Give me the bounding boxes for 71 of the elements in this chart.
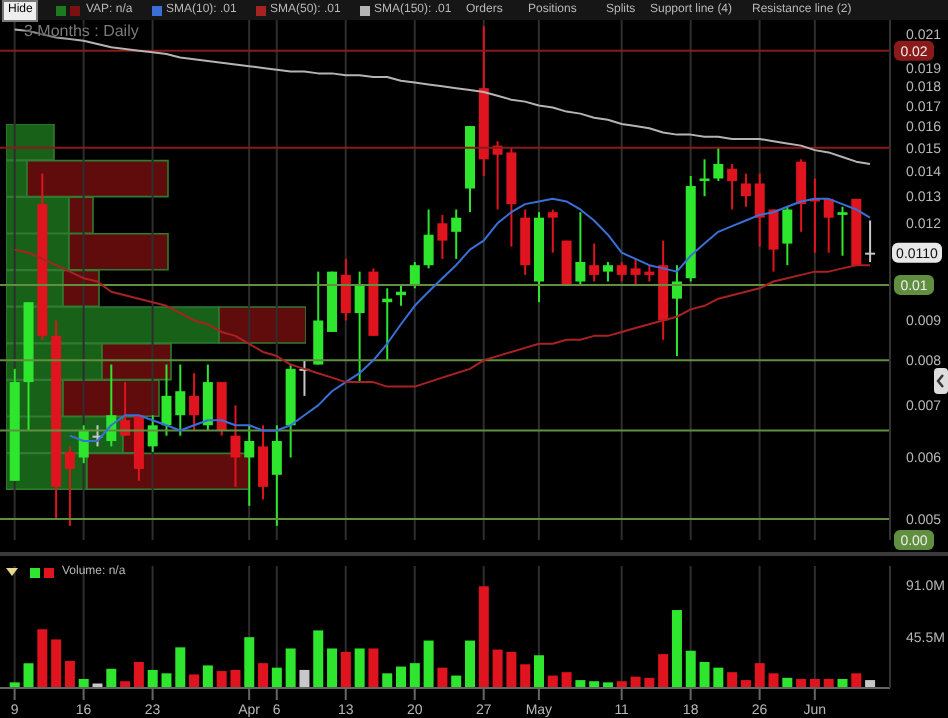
candlestick	[120, 381, 131, 437]
bar	[671, 610, 682, 688]
candlestick	[602, 261, 613, 283]
candlestick	[713, 146, 724, 182]
bar	[382, 673, 393, 688]
bar	[244, 637, 255, 688]
bar	[851, 673, 862, 688]
candlestick	[258, 424, 269, 501]
bar	[189, 674, 200, 688]
bar	[51, 639, 62, 688]
candlestick	[451, 208, 462, 260]
bar	[423, 640, 434, 688]
bar	[533, 655, 544, 688]
candlestick	[575, 211, 586, 286]
bar	[396, 666, 407, 688]
candlestick	[796, 158, 807, 233]
bar	[133, 662, 144, 688]
bar	[658, 654, 669, 688]
candlestick	[313, 270, 324, 366]
bar	[754, 663, 765, 688]
bar	[354, 648, 365, 688]
candlestick	[147, 414, 158, 453]
candlestick	[175, 363, 186, 437]
candlestick	[244, 424, 255, 507]
bar	[271, 667, 282, 688]
bar	[465, 640, 475, 688]
candlestick	[271, 424, 282, 527]
candlestick	[354, 270, 365, 384]
candlestick	[865, 219, 876, 264]
candlestick	[727, 163, 738, 211]
candlestick	[161, 363, 172, 437]
candlestick	[340, 257, 351, 322]
bar	[478, 586, 489, 688]
bar	[175, 647, 186, 688]
bar	[520, 664, 531, 688]
candlestick	[409, 261, 420, 290]
candlestick	[754, 172, 765, 248]
line-series	[13, 28, 871, 166]
candlestick	[782, 205, 793, 267]
bar	[106, 668, 117, 688]
candlestick	[616, 261, 627, 283]
bar	[37, 629, 48, 688]
bar	[327, 648, 338, 688]
bar	[64, 660, 75, 688]
bar	[768, 673, 779, 688]
bar	[313, 630, 324, 688]
candlestick	[740, 172, 751, 208]
candlestick	[230, 404, 241, 488]
bar	[340, 651, 351, 688]
candlestick	[823, 197, 834, 254]
candlestick	[423, 208, 434, 270]
candlestick	[437, 213, 448, 260]
candlestick	[520, 208, 531, 276]
bar	[685, 650, 696, 688]
bar	[285, 648, 296, 688]
bar	[299, 669, 310, 688]
bar	[202, 665, 213, 688]
bar	[409, 663, 420, 688]
candlestick	[547, 208, 558, 254]
candlestick	[202, 363, 213, 432]
bar	[727, 672, 738, 688]
candlestick	[768, 208, 779, 273]
bar	[561, 672, 572, 688]
candlestick	[589, 242, 600, 283]
bar	[368, 648, 379, 688]
bar	[437, 667, 448, 688]
bar	[23, 663, 34, 688]
candlestick	[64, 445, 75, 527]
candlestick	[189, 372, 200, 432]
bar	[258, 663, 269, 688]
candlestick	[837, 205, 848, 257]
